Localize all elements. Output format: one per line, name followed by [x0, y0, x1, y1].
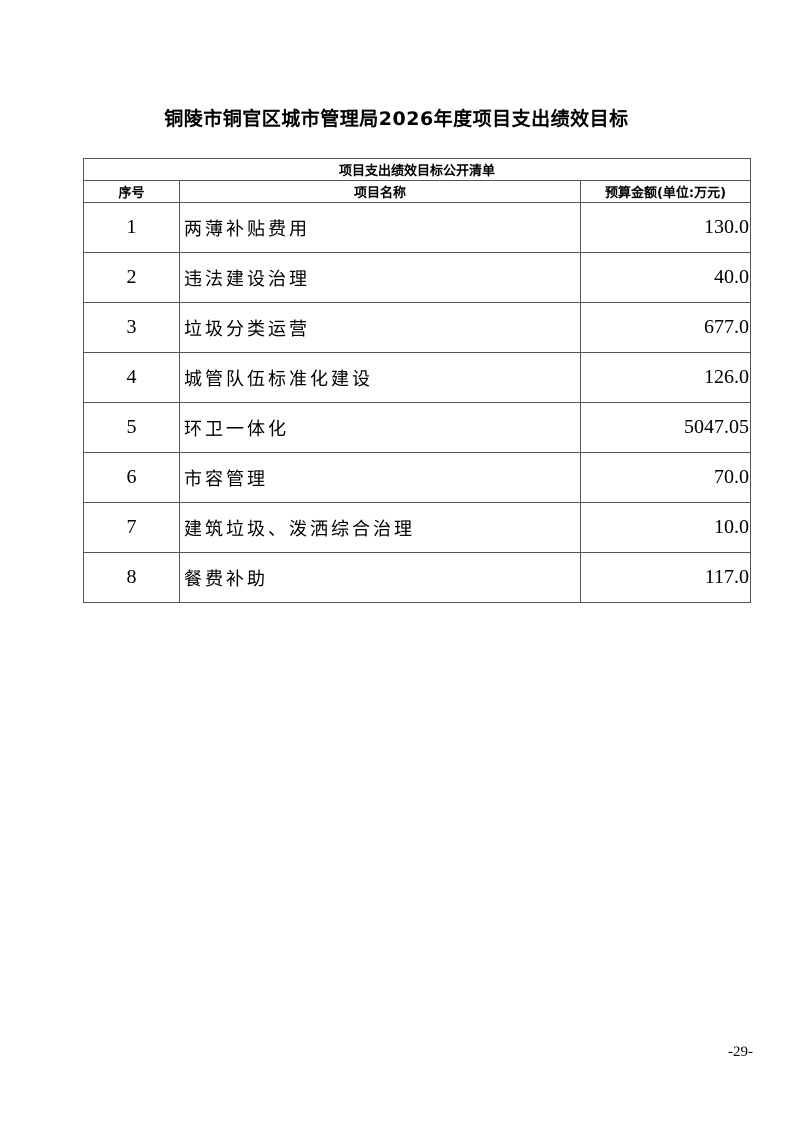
budget-amount: 677.0 [579, 302, 752, 353]
project-name: 垃圾分类运营 [179, 302, 581, 353]
table-row: 8 餐费补助 117.0 [83, 552, 752, 603]
budget-amount: 10.0 [579, 502, 752, 553]
budget-amount: 70.0 [579, 452, 752, 503]
project-expenditure-table: 项目支出绩效目标公开清单 序号 项目名称 预算金额(单位:万元) 1 两薄补贴费用… [82, 158, 752, 603]
table-row: 4 城管队伍标准化建设 126.0 [83, 352, 752, 403]
project-name: 市容管理 [179, 452, 581, 503]
budget-amount: 40.0 [579, 252, 752, 303]
project-name: 餐费补助 [179, 552, 581, 603]
table-row: 5 环卫一体化 5047.05 [83, 402, 752, 453]
header-name: 项目名称 [179, 180, 581, 203]
row-number: 1 [83, 202, 180, 253]
page-number: -29- [728, 1044, 753, 1060]
row-number: 3 [83, 302, 180, 353]
project-name: 违法建设治理 [179, 252, 581, 303]
row-number: 6 [83, 452, 180, 503]
budget-amount: 117.0 [579, 552, 752, 603]
table-row: 2 违法建设治理 40.0 [83, 252, 752, 303]
header-amount: 预算金额(单位:万元) [579, 180, 752, 203]
header-no: 序号 [83, 180, 180, 203]
row-number: 4 [83, 352, 180, 403]
budget-amount: 130.0 [579, 202, 752, 253]
row-number: 5 [83, 402, 180, 453]
table-row: 7 建筑垃圾、泼洒综合治理 10.0 [83, 502, 752, 553]
project-name: 环卫一体化 [179, 402, 581, 453]
project-name: 城管队伍标准化建设 [179, 352, 581, 403]
page-title: 铜陵市铜官区城市管理局2026年度项目支出绩效目标 [164, 108, 629, 130]
project-name: 两薄补贴费用 [179, 202, 581, 253]
project-name: 建筑垃圾、泼洒综合治理 [179, 502, 581, 553]
budget-amount: 5047.05 [579, 402, 752, 453]
row-number: 8 [83, 552, 180, 603]
budget-amount: 126.0 [579, 352, 752, 403]
row-number: 2 [83, 252, 180, 303]
row-number: 7 [83, 502, 180, 553]
table-row: 3 垃圾分类运营 677.0 [83, 302, 752, 353]
table-row: 6 市容管理 70.0 [83, 452, 752, 503]
table-row: 1 两薄补贴费用 130.0 [83, 202, 752, 253]
table-caption: 项目支出绩效目标公开清单 [82, 158, 752, 181]
